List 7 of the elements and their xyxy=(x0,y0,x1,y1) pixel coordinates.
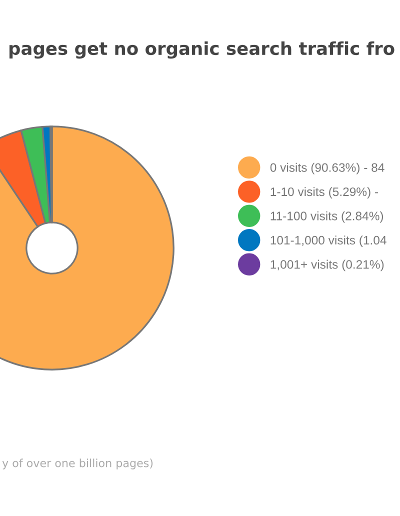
legend-label: 11-100 visits (2.84%) xyxy=(270,211,384,223)
legend-label: 101-1,000 visits (1.04 xyxy=(270,236,386,247)
legend-label: 1,001+ visits (0.21%) xyxy=(270,260,384,272)
text: y of over one billion pages) xyxy=(2,458,153,470)
legend-label: 1-10 visits (5.29%) - xyxy=(270,187,378,199)
legend-label: 0 visits (90.63%) - 84 xyxy=(270,162,384,174)
chart-title: pages get no organic search traffic fro xyxy=(9,41,394,59)
